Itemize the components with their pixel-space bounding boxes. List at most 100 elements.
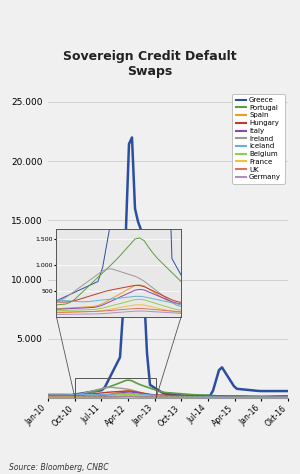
Portugal <box>262 394 266 400</box>
Germany <box>46 395 50 401</box>
UK <box>127 393 131 399</box>
Belgium <box>220 395 224 401</box>
Text: Sovereign Credit Default
Swaps: Sovereign Credit Default Swaps <box>63 50 237 78</box>
France <box>127 392 131 398</box>
Italy <box>127 389 131 395</box>
Portugal <box>127 377 131 383</box>
Belgium <box>229 395 233 401</box>
Spain <box>127 388 131 394</box>
UK <box>181 395 185 401</box>
France <box>181 395 185 401</box>
Belgium <box>127 392 131 397</box>
Belgium <box>199 394 203 400</box>
Ireland <box>181 394 185 400</box>
Line: Iceland: Iceland <box>48 393 288 397</box>
Belgium <box>259 394 263 400</box>
Hungary <box>46 392 50 398</box>
Legend: Greece, Portugal, Spain, Hungary, Italy, Ireland, Iceland, Belgium, France, UK, : Greece, Portugal, Spain, Hungary, Italy,… <box>232 93 284 184</box>
France <box>220 395 224 401</box>
Ireland <box>247 394 251 400</box>
Iceland <box>259 394 263 400</box>
Hungary <box>286 393 290 399</box>
Greece <box>256 388 260 394</box>
Germany <box>127 394 131 400</box>
Italy <box>259 394 263 400</box>
Ireland <box>46 393 50 399</box>
Germany <box>256 395 260 401</box>
Line: Spain: Spain <box>48 391 288 398</box>
Italy <box>181 393 185 399</box>
Iceland <box>286 394 290 400</box>
Hungary <box>268 393 272 399</box>
France <box>247 395 251 401</box>
Greece <box>286 388 290 394</box>
Line: Portugal: Portugal <box>48 380 288 397</box>
Line: Ireland: Ireland <box>48 387 288 397</box>
Ireland <box>109 384 113 390</box>
Hungary <box>226 393 230 399</box>
Portugal <box>181 391 185 397</box>
Greece <box>244 387 248 392</box>
Bar <box>75 378 156 398</box>
Germany <box>181 395 185 401</box>
Line: Hungary: Hungary <box>48 391 288 396</box>
Portugal <box>199 392 203 398</box>
UK <box>46 394 50 400</box>
Iceland <box>268 394 272 400</box>
Italy <box>226 394 230 400</box>
Iceland <box>127 391 131 396</box>
Hungary <box>244 393 248 399</box>
UK <box>199 395 203 401</box>
Hungary <box>253 393 257 399</box>
UK <box>226 395 230 401</box>
Portugal <box>256 394 260 400</box>
Portugal <box>244 393 248 399</box>
Portugal <box>268 394 272 400</box>
Ireland <box>199 394 203 400</box>
Portugal <box>46 393 50 399</box>
Spain <box>265 394 269 400</box>
Hungary <box>124 388 128 394</box>
France <box>199 395 203 401</box>
Spain <box>286 395 290 401</box>
France <box>229 395 233 401</box>
Italy <box>235 394 239 400</box>
Germany <box>199 395 203 401</box>
Line: France: France <box>48 395 288 398</box>
Italy <box>286 394 290 400</box>
Ireland <box>259 394 263 400</box>
Ireland <box>268 394 272 400</box>
UK <box>244 395 248 401</box>
Spain <box>226 395 230 401</box>
Germany <box>286 395 290 401</box>
UK <box>256 395 260 401</box>
Belgium <box>181 394 185 400</box>
Italy <box>247 394 251 400</box>
Spain <box>46 394 50 400</box>
Line: UK: UK <box>48 396 288 398</box>
Germany <box>265 395 269 401</box>
Belgium <box>247 394 251 400</box>
Greece <box>226 374 230 380</box>
Line: Belgium: Belgium <box>48 394 288 398</box>
Iceland <box>229 394 233 400</box>
Ireland <box>286 394 290 400</box>
Iceland <box>181 394 185 400</box>
Spain <box>244 394 248 400</box>
Italy <box>268 394 272 400</box>
Spain <box>181 394 185 400</box>
Italy <box>199 394 203 400</box>
Greece <box>130 135 134 140</box>
Germany <box>283 395 287 401</box>
Text: Source: Bloomberg, CNBC: Source: Bloomberg, CNBC <box>9 463 109 472</box>
Portugal <box>286 393 290 399</box>
Iceland <box>199 394 203 400</box>
Germany <box>244 395 248 401</box>
UK <box>286 395 290 401</box>
Ireland <box>220 394 224 400</box>
UK <box>265 395 269 401</box>
Germany <box>226 395 230 401</box>
Line: Greece: Greece <box>48 137 288 396</box>
France <box>286 395 290 401</box>
France <box>46 395 50 401</box>
